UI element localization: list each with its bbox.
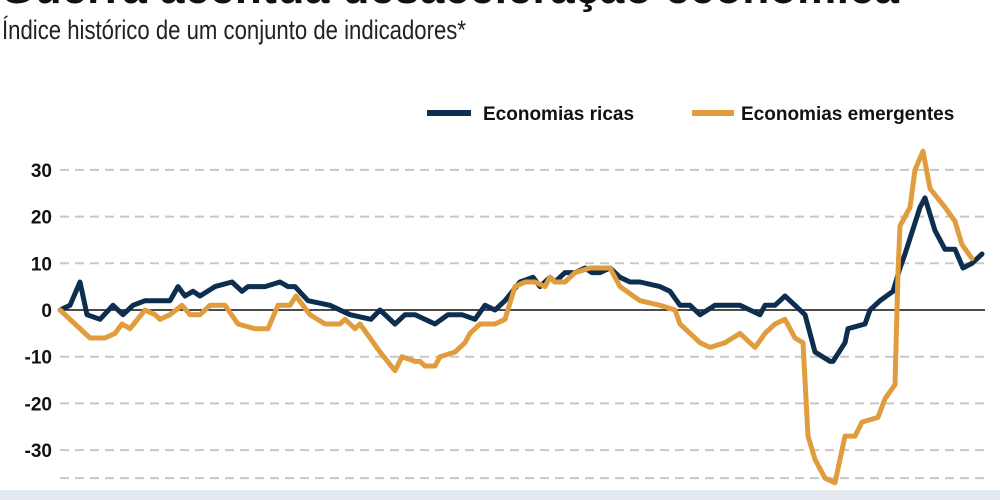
gridlines [60, 168, 985, 480]
series-lines [57, 148, 985, 486]
y-tick-label: -20 [25, 394, 52, 415]
y-tick-label: -10 [25, 348, 52, 369]
series-line-economias-ricas [57, 195, 985, 364]
y-tick-label: 0 [41, 301, 52, 322]
y-tick-label: -30 [25, 441, 52, 462]
series-line-economias-emergentes [57, 148, 975, 486]
y-tick-label: 20 [31, 208, 52, 229]
footer-strip [0, 490, 1000, 500]
legend: Economias ricas Economias emergentes [427, 104, 954, 125]
y-tick-label: 30 [31, 161, 52, 182]
y-axis-ticks: 30 20 10 0 -10 -20 -30 [25, 161, 52, 462]
y-tick-label: 10 [31, 254, 52, 275]
chart-subtitle: Índice histórico de um conjunto de indic… [2, 15, 466, 45]
legend-label-economias-emergentes: Economias emergentes [741, 104, 954, 125]
legend-label-economias-ricas: Economias ricas [483, 104, 634, 125]
chart-title: Guerra acentua desaceleração econômica [0, 0, 899, 11]
